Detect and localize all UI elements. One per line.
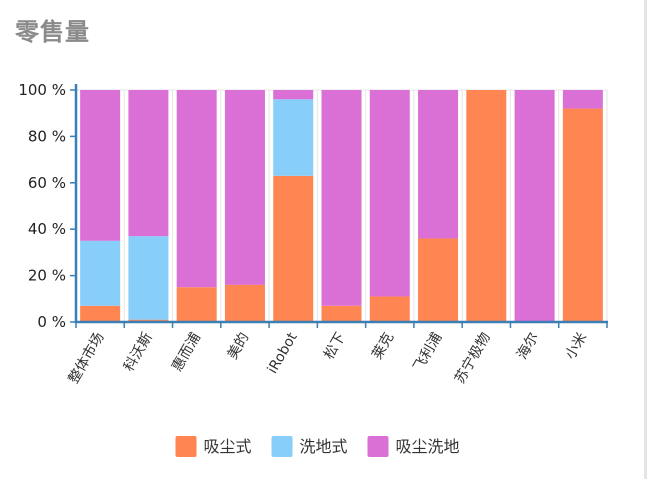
x-tick-label: 小米 [562,330,590,362]
legend-label[interactable]: 吸尘式 [204,437,252,456]
x-tick-label: 美的 [225,330,253,362]
bar-segment[interactable] [418,238,459,322]
x-tick-label: 苏宁极物 [451,330,494,387]
bar-segment[interactable] [273,175,314,322]
bar-segment[interactable] [176,90,217,288]
bar-segment[interactable] [224,284,265,322]
legend-label[interactable]: 洗地式 [300,437,348,456]
bar-segment[interactable] [466,90,507,322]
bar-segment[interactable] [80,305,121,322]
x-tick-label: 海尔 [514,330,542,362]
bar-segment[interactable] [273,90,314,100]
legend-label[interactable]: 吸尘洗地 [396,437,460,456]
bar-segment[interactable] [80,240,121,306]
bar-segment[interactable] [562,108,603,322]
y-tick-label: 60 % [28,174,66,192]
bar-segment[interactable] [176,287,217,322]
y-tick-label: 20 % [28,267,66,285]
legend-swatch[interactable] [175,436,197,457]
x-tick-label: 惠而浦 [169,330,204,374]
bar-segment[interactable] [369,90,410,297]
y-tick-label: 100 % [18,81,66,99]
bar-segment[interactable] [224,90,265,285]
legend-swatch[interactable] [271,436,293,457]
x-tick-label: 松下 [321,330,349,362]
chart-title: 零售量 [15,18,90,46]
legend-swatch[interactable] [367,436,389,457]
bar-segment[interactable] [562,90,603,109]
y-tick-label: 80 % [28,127,66,145]
bar-segment[interactable] [273,99,314,176]
x-tick-label: 整体市场 [65,330,108,387]
bar-segment[interactable] [418,90,459,239]
bar-segment[interactable] [128,236,169,320]
bar-segment[interactable] [321,90,362,306]
x-tick-label: iRobot [265,330,301,377]
x-tick-label: 莱克 [369,330,397,362]
y-tick-label: 0 % [37,313,66,331]
x-tick-label: 科沃斯 [121,330,156,374]
y-tick-label: 40 % [28,220,66,238]
bar-segment[interactable] [80,90,121,241]
x-tick-label: 飞利浦 [411,330,446,374]
bar-segment[interactable] [128,90,169,237]
bar-segment[interactable] [321,305,362,322]
bar-segment[interactable] [514,90,555,322]
bar-segment[interactable] [369,296,410,322]
